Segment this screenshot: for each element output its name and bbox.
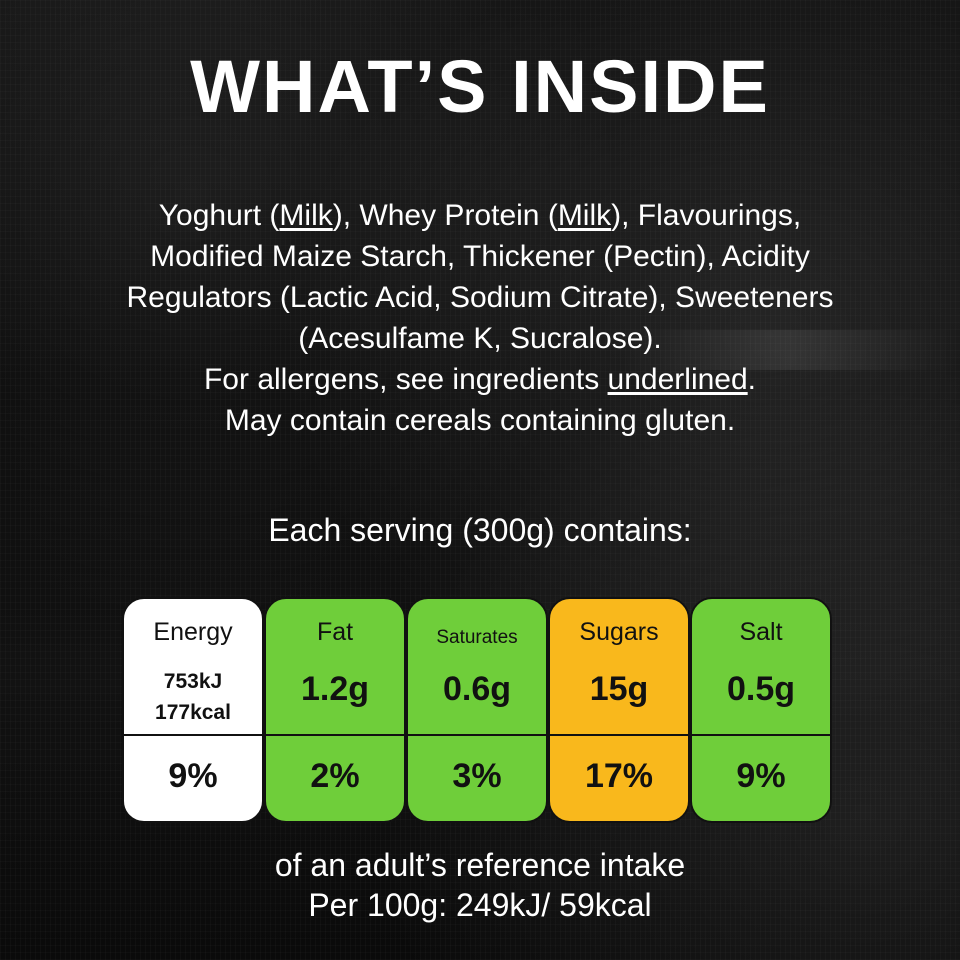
- label-divider: [124, 734, 262, 736]
- ingredient-text: ), Flavourings,: [611, 199, 801, 232]
- energy-kj: 753kJ: [124, 666, 262, 697]
- serving-text: Each serving (300g) contains:: [0, 510, 960, 550]
- reference-footer: of an adult’s reference intake Per 100g:…: [0, 845, 960, 925]
- nutrient-name: Sugars: [550, 617, 688, 647]
- label-divider: [550, 734, 688, 736]
- reference-intake-text: of an adult’s reference intake: [0, 845, 960, 885]
- per-100g-text: Per 100g: 249kJ/ 59kcal: [0, 885, 960, 925]
- gluten-warning: May contain cereals containing gluten.: [60, 400, 900, 441]
- nutrition-labels: Energy 753kJ 177kcal 9% Fat 1.2g 2% Satu…: [122, 597, 830, 821]
- nutrient-percent: 9%: [692, 756, 830, 796]
- label-divider: [408, 734, 546, 736]
- nutrition-label-salt: Salt 0.5g 9%: [690, 597, 832, 823]
- ingredients-line-2: Modified Maize Starch, Thickener (Pectin…: [60, 236, 900, 277]
- ingredients-line-3: Regulators (Lactic Acid, Sodium Citrate)…: [60, 277, 900, 318]
- page-title: WHAT’S INSIDE: [0, 45, 960, 129]
- label-divider: [266, 734, 404, 736]
- nutrition-label-fat: Fat 1.2g 2%: [264, 597, 406, 823]
- nutrient-amount: 15g: [550, 669, 688, 709]
- nutrient-percent: 17%: [550, 756, 688, 796]
- ingredient-text: ), Whey Protein (: [333, 199, 558, 232]
- allergen-milk: Milk: [279, 199, 332, 232]
- ingredients-line-1: Yoghurt (Milk), Whey Protein (Milk), Fla…: [60, 195, 900, 236]
- allergen-note-text: For allergens, see ingredients: [204, 363, 608, 396]
- nutrition-label-energy: Energy 753kJ 177kcal 9%: [122, 597, 264, 823]
- nutrient-amount: 0.6g: [408, 669, 546, 709]
- allergen-note-period: .: [748, 363, 756, 396]
- nutrient-amount: 0.5g: [692, 669, 830, 709]
- ingredients-text: Yoghurt (Milk), Whey Protein (Milk), Fla…: [60, 195, 900, 441]
- allergen-note: For allergens, see ingredients underline…: [60, 359, 900, 400]
- ingredient-text: Yoghurt (: [159, 199, 280, 232]
- nutrient-name: Energy: [124, 617, 262, 647]
- nutrient-name: Salt: [692, 617, 830, 647]
- ingredients-line-4: (Acesulfame K, Sucralose).: [60, 318, 900, 359]
- nutrient-amount: 1.2g: [266, 669, 404, 709]
- label-divider: [692, 734, 830, 736]
- allergen-milk: Milk: [558, 199, 611, 232]
- underlined-word: underlined: [608, 363, 748, 396]
- energy-kcal: 177kcal: [124, 697, 262, 728]
- nutrition-label-sugars: Sugars 15g 17%: [548, 597, 690, 823]
- energy-values: 753kJ 177kcal: [124, 666, 262, 728]
- nutrient-percent: 3%: [408, 756, 546, 796]
- nutrient-name: Fat: [266, 617, 404, 647]
- nutrient-percent: 9%: [124, 756, 262, 796]
- nutrient-percent: 2%: [266, 756, 404, 796]
- nutrient-name: Saturates: [408, 623, 546, 653]
- nutrition-label-saturates: Saturates 0.6g 3%: [406, 597, 548, 823]
